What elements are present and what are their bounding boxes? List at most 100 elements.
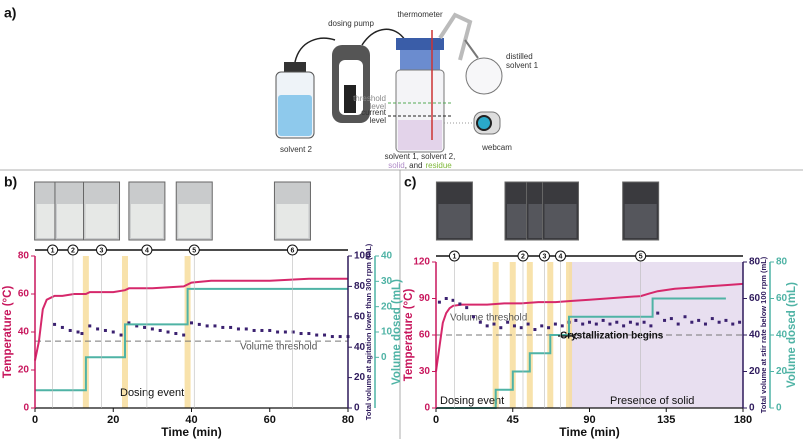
data-point [512,324,516,328]
label: level [370,116,387,125]
data-point [690,320,694,324]
data-point [731,322,735,326]
data-point [540,324,544,328]
data-point [315,333,319,337]
y2-tick-label: 80 [354,281,366,292]
data-point [150,327,154,331]
data-point [547,326,551,330]
data-point [135,324,139,328]
data-point [594,322,598,326]
data-point [485,324,489,328]
flask-neck [464,39,479,59]
y-tick-label: 40 [18,327,30,338]
x-tick-label: 80 [342,414,354,426]
image-marker [96,244,108,256]
data-point [307,332,311,336]
snapshot [273,181,311,241]
y3-tick-label: 30 [381,276,393,287]
x-tick-label: 60 [264,414,276,426]
pump-syringe [344,85,356,113]
image-marker [538,250,550,262]
data-point [437,300,441,304]
snapshot [435,181,473,241]
dosing-band [184,256,191,408]
data-point [260,328,264,332]
data-point [526,322,530,326]
data-point [465,306,469,310]
y-tick-label: 30 [419,366,431,377]
series-line [435,282,744,372]
y-tick-label: 20 [18,365,30,376]
snapshot-liquid [276,204,309,238]
image-marker-label: 5 [639,253,643,260]
data-point [299,332,303,336]
dosing-band [492,262,499,408]
label: solid, and residue [388,161,452,170]
data-point [451,298,455,302]
data-point [628,320,632,324]
label: solvent 1 [506,61,539,70]
region-label: Presence of solid [610,395,694,407]
data-point [649,324,653,328]
data-point [635,322,639,326]
y3-tick-label: 60 [776,293,788,304]
image-marker-label: 3 [543,253,547,260]
image-marker-label: 3 [100,247,104,254]
y3-tick-label: 40 [776,330,788,341]
data-point [506,320,510,324]
data-point [68,328,72,332]
y2-tick-label: 20 [354,372,366,383]
image-marker-label: 5 [192,247,196,254]
y3-tick-label: 0 [381,352,387,363]
data-point [53,322,57,326]
reactor-liquid [398,120,442,150]
data-point [143,325,147,329]
data-point [96,327,100,331]
threshold-label: Volume threshold [240,342,317,353]
annotation: Crystallization begins [560,331,664,342]
data-point [283,330,287,334]
data-point [553,322,557,326]
label: solvent 2 [280,145,313,154]
threshold-label: Volume threshold [450,313,527,324]
x-tick-label: 180 [734,414,752,426]
data-point [166,330,170,334]
image-marker-label: 6 [290,247,294,254]
image-marker [188,244,200,256]
label: webcam [481,143,512,152]
data-point [697,318,701,322]
data-point [119,333,123,337]
x-tick-label: 40 [185,414,197,426]
data-point [276,330,280,334]
data-point [158,328,162,332]
x-tick-label: 45 [507,414,519,426]
data-point [703,322,707,326]
y2-axis-title: Total volume at agitation lower than 300… [364,243,373,420]
data-point [111,330,115,334]
reactor-collar [400,50,440,70]
image-marker [635,250,647,262]
y-tick-label: 60 [18,289,30,300]
data-point [533,328,537,332]
x-tick-label: 0 [433,414,439,426]
data-point [127,321,131,325]
x-tick-label: 90 [583,414,595,426]
y3-tick-label: 20 [381,301,393,312]
data-point [291,330,295,334]
webcam-lens [476,115,492,131]
image-marker-label: 4 [559,253,563,260]
data-point [738,320,742,324]
data-point [601,318,605,322]
series-line [35,287,348,392]
image-marker-label: 2 [521,253,525,260]
y3-tick-label: 0 [776,403,782,414]
image-marker-label: 1 [452,253,456,260]
snapshot [542,181,580,241]
data-point [710,317,714,321]
image-marker-label: 2 [71,247,75,254]
panel-label: a) [4,5,16,21]
y3-axis-title: Volume dosed (mL) [391,279,403,385]
data-point [622,324,626,328]
y2-tick-label: 60 [354,311,366,322]
data-point [581,322,585,326]
